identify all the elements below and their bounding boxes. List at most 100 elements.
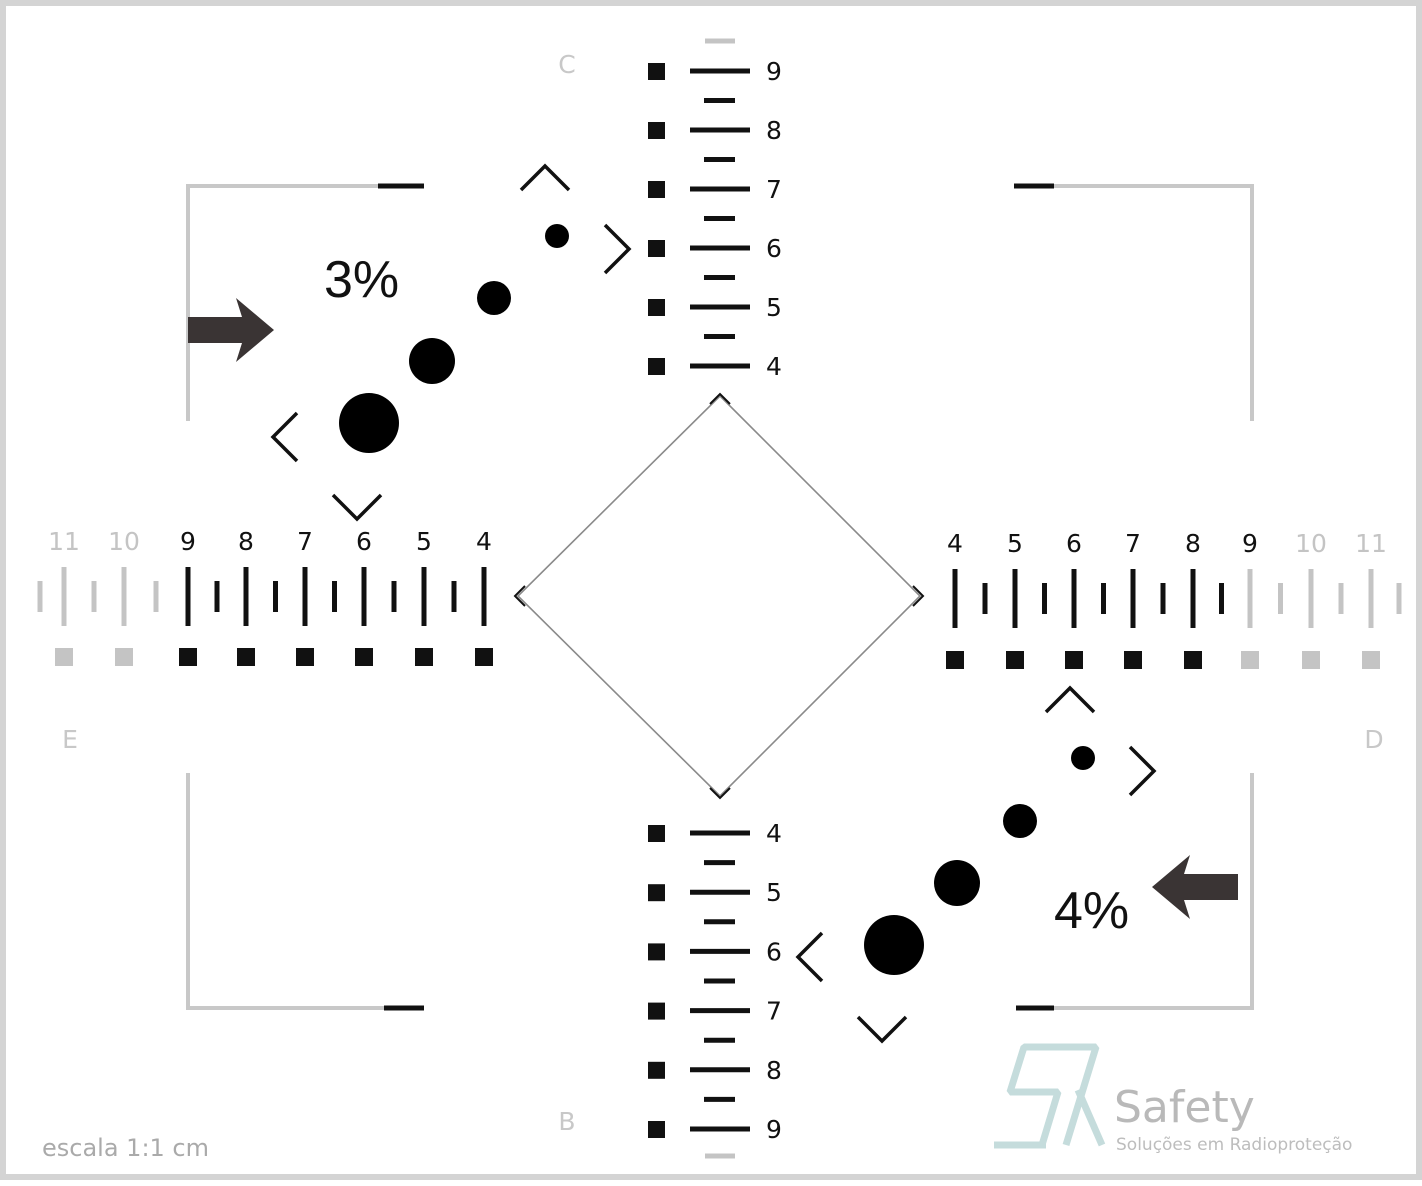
contrast-dot xyxy=(409,338,455,384)
scale-number: 5 xyxy=(416,527,432,556)
scale-number: 5 xyxy=(766,878,782,907)
scale-number: 11 xyxy=(48,527,80,556)
scale-square xyxy=(648,1002,665,1020)
scale-number: 7 xyxy=(1125,529,1141,558)
scale-square xyxy=(1184,651,1202,669)
scale-number: 4 xyxy=(766,352,782,381)
diamond-tip-top xyxy=(709,392,731,405)
chevron-down-icon xyxy=(331,493,383,522)
scale-number: 6 xyxy=(1066,529,1082,558)
scale-square xyxy=(946,651,964,669)
scale-square xyxy=(296,648,314,666)
scale-square xyxy=(648,63,665,80)
scale-number: 6 xyxy=(766,937,782,966)
bracket-bottom-right xyxy=(1016,773,1254,1010)
scale-number: 9 xyxy=(1242,529,1258,558)
chevron-down-icon xyxy=(856,1015,908,1044)
scale-square xyxy=(648,299,665,316)
vertical-scale-top: 9 8 7 6 5 4 xyxy=(648,38,782,381)
scale-square xyxy=(648,943,665,961)
scale-square xyxy=(179,648,197,666)
scale-square xyxy=(1124,651,1142,669)
safety-logo: Safety Soluções em Radioproteção xyxy=(994,1043,1352,1155)
bracket-dark-marks xyxy=(378,183,1054,1011)
diamond-tip-left xyxy=(513,585,526,607)
scale-number: 7 xyxy=(766,997,782,1026)
dot-series-lower-right xyxy=(864,746,1095,975)
horizontal-scale-right: 4 5 6 7 8 9 10 11 xyxy=(946,529,1402,669)
scale-square xyxy=(1302,651,1320,669)
chevron-right-icon xyxy=(603,223,632,275)
chevron-left-icon xyxy=(795,931,824,983)
scale-number: 10 xyxy=(1295,529,1327,558)
contrast-dot xyxy=(545,224,569,248)
scale-number: 9 xyxy=(766,57,782,86)
contrast-dot xyxy=(339,393,399,453)
scale-square xyxy=(1006,651,1024,669)
diamond-tip-bottom xyxy=(709,787,731,800)
field-brackets xyxy=(186,184,1254,1010)
center-diamond xyxy=(516,394,922,798)
chevrons-lower-right xyxy=(795,685,1157,1044)
scale-square xyxy=(415,648,433,666)
scale-number: 9 xyxy=(180,527,196,556)
scale-square xyxy=(648,122,665,139)
scale-square xyxy=(648,825,665,842)
scale-number: 8 xyxy=(1185,529,1201,558)
scale-square xyxy=(1362,651,1380,669)
diamond-tip-right xyxy=(912,585,925,607)
scale-number: 7 xyxy=(297,527,313,556)
scale-number: 9 xyxy=(766,1115,782,1144)
contrast-dot xyxy=(864,915,924,975)
brand-tagline: Soluções em Radioproteção xyxy=(1116,1135,1352,1155)
vertical-scale-bottom: 4 5 6 7 8 9 xyxy=(648,819,782,1159)
scale-square xyxy=(115,648,133,666)
scale-square xyxy=(648,240,665,257)
side-label-right: D xyxy=(1364,725,1383,754)
scale-number: 4 xyxy=(947,529,963,558)
scale-number: 5 xyxy=(1007,529,1023,558)
scale-square xyxy=(648,1061,665,1079)
scale-number: 4 xyxy=(476,527,492,556)
scale-number: 8 xyxy=(238,527,254,556)
scale-square xyxy=(648,1121,665,1138)
chevron-left-icon xyxy=(270,411,299,463)
contrast-dot xyxy=(1003,804,1037,838)
dot-series-upper-left xyxy=(339,224,569,453)
scale-square xyxy=(237,648,255,666)
scale-number: 5 xyxy=(766,293,782,322)
side-label-bottom: B xyxy=(558,1107,575,1136)
brand-name: Safety xyxy=(1114,1082,1255,1133)
scale-square xyxy=(55,648,73,666)
diamond-tips xyxy=(513,392,925,800)
arrow-left-icon xyxy=(1152,855,1238,919)
scale-number: 4 xyxy=(766,819,782,848)
scale-number: 6 xyxy=(356,527,372,556)
scale-square xyxy=(475,648,493,666)
scale-square xyxy=(1065,651,1083,669)
side-label-top: C xyxy=(558,50,575,79)
contrast-label-3-percent: 3% xyxy=(324,251,399,309)
scale-square xyxy=(648,358,665,375)
contrast-dot xyxy=(1071,746,1095,770)
scale-number: 8 xyxy=(766,1056,782,1085)
chevron-up-icon xyxy=(1044,685,1096,714)
horizontal-scale-left: 11 10 9 8 7 6 5 4 xyxy=(37,527,493,666)
contrast-dot xyxy=(934,860,980,906)
scale-number: 7 xyxy=(766,175,782,204)
bracket-top-right xyxy=(1014,184,1254,421)
scale-number: 6 xyxy=(766,234,782,263)
scale-square xyxy=(648,884,665,902)
scale-square xyxy=(355,648,373,666)
contrast-label-4-percent: 4% xyxy=(1054,882,1129,940)
chevrons-upper-left xyxy=(270,163,632,522)
scale-number: 11 xyxy=(1355,529,1387,558)
scale-caption: escala 1:1 cm xyxy=(42,1134,209,1162)
chevron-up-icon xyxy=(519,163,571,192)
chevron-right-icon xyxy=(1128,745,1157,797)
scale-square xyxy=(1241,651,1259,669)
contrast-dot xyxy=(477,281,511,315)
safety-logo-mark-icon xyxy=(994,1043,1106,1149)
